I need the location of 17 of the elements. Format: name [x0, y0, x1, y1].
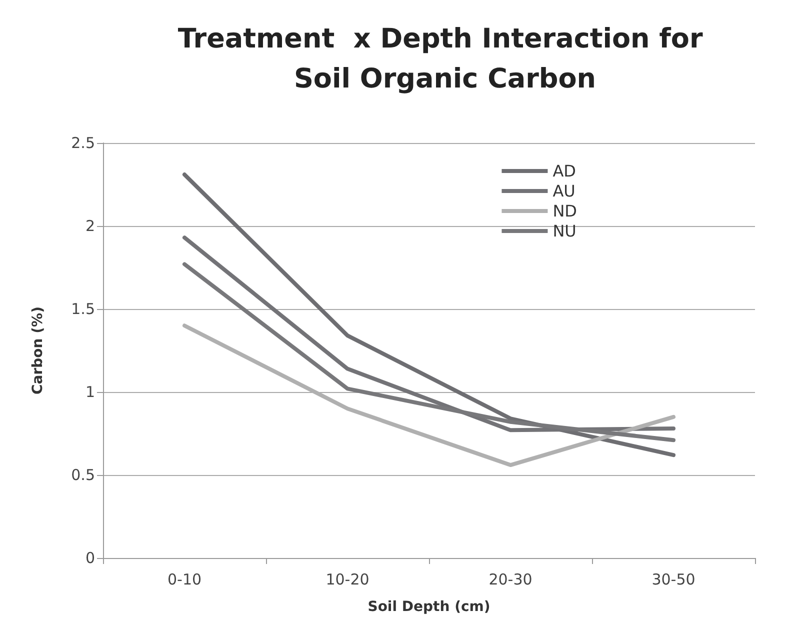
- y-tick-label: 2: [85, 217, 95, 235]
- x-axis-title: Soil Depth (cm): [368, 599, 490, 615]
- legend-label: AD: [552, 162, 576, 180]
- y-tick-label: 1.5: [71, 300, 95, 318]
- y-tick-label: 2.5: [71, 134, 95, 152]
- y-axis-title: Carbon (%): [30, 306, 46, 394]
- legend-label: NU: [552, 222, 576, 240]
- x-tick-label: 20-30: [488, 570, 532, 588]
- y-tick-label: 1: [85, 383, 95, 401]
- x-tick-label: 0-10: [167, 570, 202, 588]
- legend-label: ND: [552, 202, 578, 220]
- y-tick-label: 0: [85, 549, 95, 567]
- x-tick-label: 30-50: [652, 570, 696, 588]
- y-tick-label: 0.5: [71, 466, 95, 484]
- x-tick-label: 10-20: [326, 570, 370, 588]
- legend-label: AU: [552, 182, 576, 200]
- chart-title: Treatment x Depth Interaction for Soil Organic Carbon: [178, 24, 712, 94]
